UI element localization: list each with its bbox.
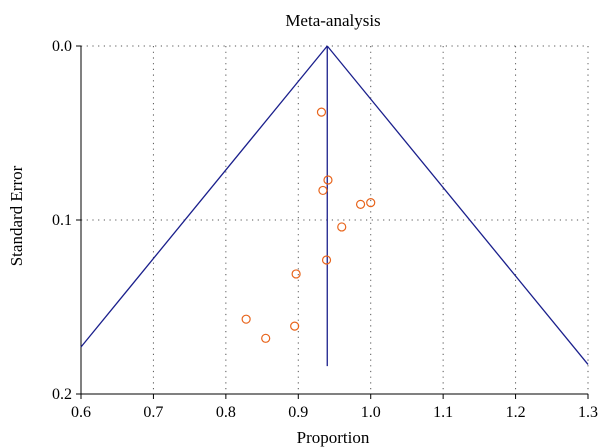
funnel-right-line — [326, 45, 589, 365]
y-tick-label: 0.2 — [52, 386, 72, 403]
y-tick-label: 0.0 — [52, 38, 72, 55]
study-point — [291, 269, 301, 279]
study-point — [316, 107, 327, 117]
x-tick-label: 1.1 — [433, 404, 453, 421]
y-axis-title: Standard Error — [7, 165, 26, 266]
x-tick-label: 1.2 — [506, 404, 526, 421]
x-tick-label: 0.7 — [143, 404, 163, 421]
axes — [76, 45, 589, 399]
study-point — [323, 175, 333, 185]
study-point — [366, 198, 376, 208]
x-tick-labels: 0.6 0.7 0.8 0.9 1.0 1.1 1.2 1.3 — [71, 404, 598, 421]
funnel-lines — [80, 45, 589, 367]
study-point — [290, 321, 300, 331]
x-tick-label: 0.9 — [288, 404, 308, 421]
study-point — [241, 314, 251, 324]
y-tick-labels: 0.0 0.1 0.2 — [52, 38, 72, 403]
grid-lines — [80, 45, 589, 395]
study-point — [261, 333, 271, 343]
study-point — [355, 199, 366, 209]
funnel-left-line — [80, 45, 328, 348]
x-axis-title: Proportion — [297, 428, 370, 447]
x-tick-label: 1.3 — [578, 404, 598, 421]
y-tick-label: 0.1 — [52, 212, 72, 229]
x-tick-label: 0.6 — [71, 404, 91, 421]
chart-title: Meta-analysis — [285, 11, 380, 30]
study-point — [318, 185, 328, 196]
study-point — [337, 222, 347, 232]
study-point — [321, 255, 332, 265]
x-tick-label: 1.0 — [361, 404, 381, 421]
study-points — [241, 107, 376, 343]
x-tick-label: 0.8 — [216, 404, 236, 421]
